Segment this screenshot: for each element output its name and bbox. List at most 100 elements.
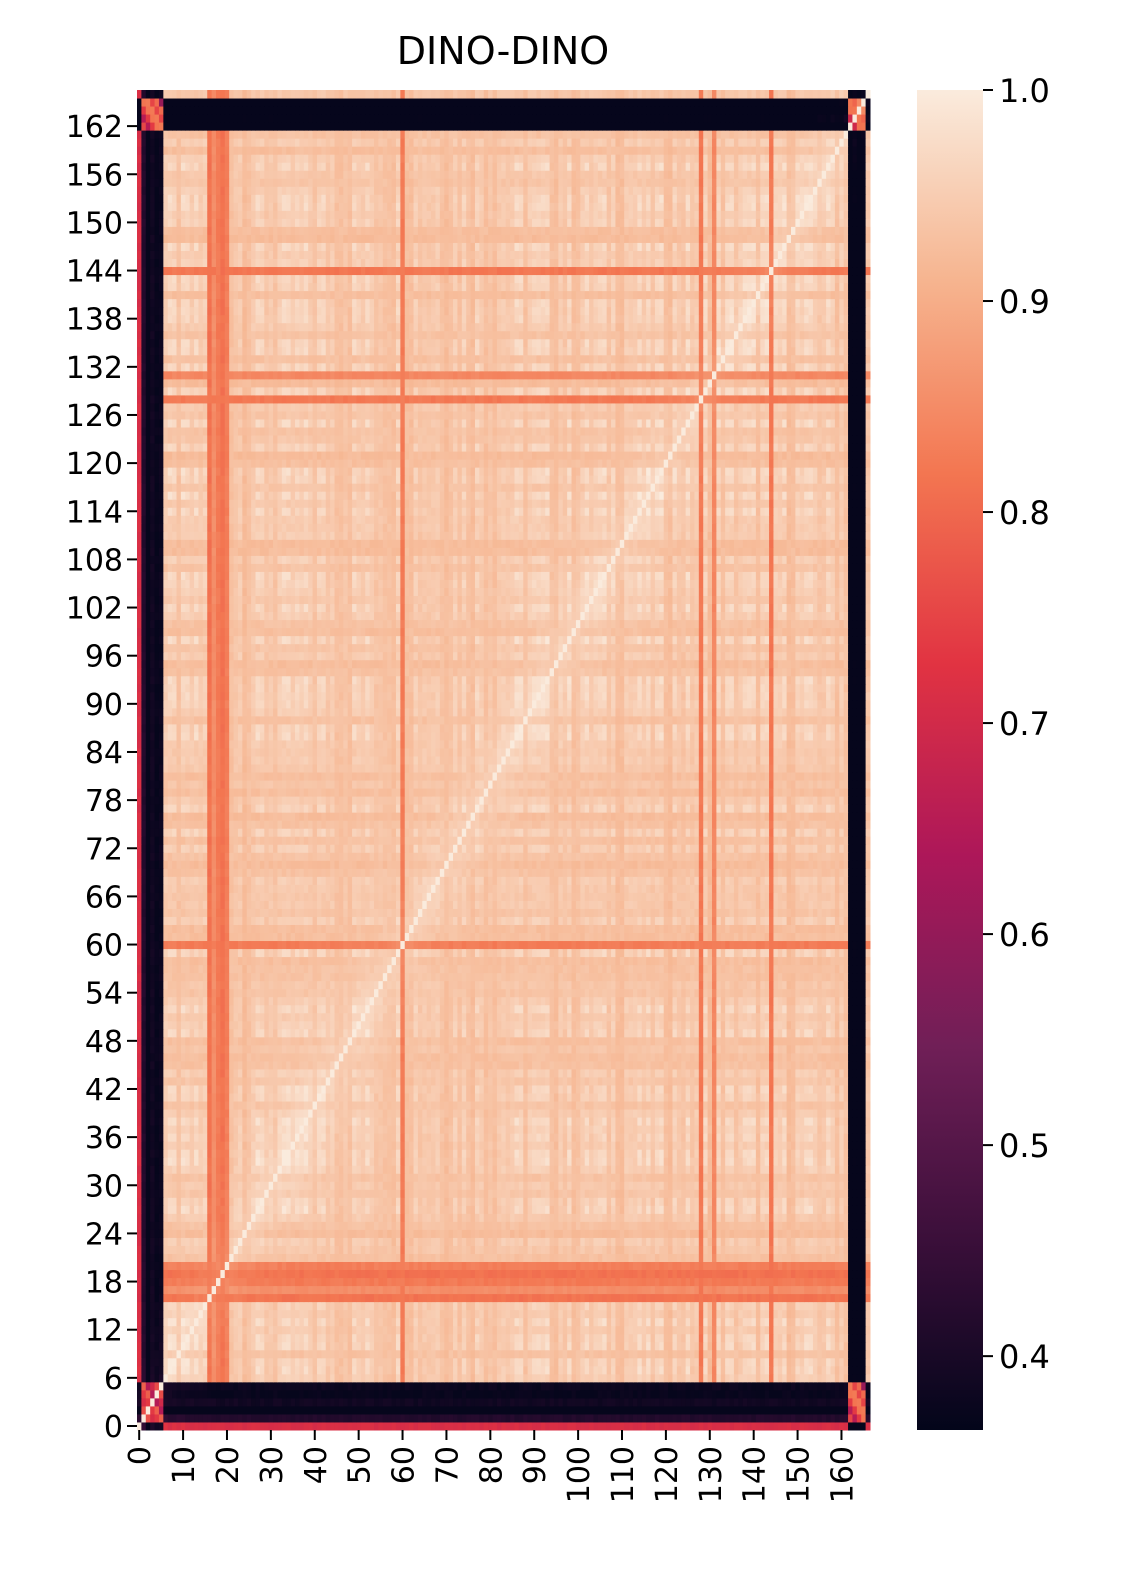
- heatmap-cell: [843, 1285, 849, 1295]
- heatmap-cell: [137, 1341, 142, 1351]
- heatmap-cell: [409, 1373, 415, 1383]
- heatmap-cell: [624, 1357, 630, 1367]
- heatmap-cell: [532, 1349, 537, 1359]
- heatmap-cell: [277, 1333, 283, 1343]
- heatmap-cell: [312, 1413, 318, 1423]
- heatmap-cell: [843, 1269, 849, 1279]
- heatmap-cell: [707, 1277, 713, 1287]
- heatmap-cell: [518, 1261, 524, 1271]
- heatmap-cell: [549, 1325, 555, 1335]
- heatmap-cell: [672, 1325, 678, 1335]
- heatmap-cell: [632, 1397, 638, 1407]
- heatmap-cell: [720, 1357, 726, 1367]
- heatmap-cell: [773, 1413, 779, 1423]
- heatmap-cell: [286, 1405, 292, 1415]
- heatmap-cell: [843, 1245, 849, 1254]
- heatmap-cell: [514, 1421, 520, 1431]
- heatmap-cell: [742, 1357, 748, 1367]
- heatmap-cell: [251, 1221, 257, 1230]
- heatmap-cell: [514, 1269, 520, 1279]
- heatmap-cell: [571, 1309, 577, 1319]
- heatmap-cell: [343, 1373, 349, 1383]
- heatmap-cell: [189, 1421, 195, 1431]
- heatmap-cell: [242, 1205, 248, 1214]
- heatmap-cell: [435, 1309, 441, 1319]
- heatmap-cell: [457, 1189, 463, 1198]
- heatmap-cell: [277, 1373, 283, 1383]
- heatmap-cell: [286, 1389, 292, 1399]
- heatmap-cell: [597, 1229, 603, 1238]
- heatmap-cell: [237, 1277, 243, 1287]
- heatmap-cell: [198, 1253, 204, 1262]
- heatmap-cell: [782, 1357, 788, 1367]
- heatmap-cell: [716, 1301, 722, 1311]
- heatmap-cell: [207, 1221, 213, 1230]
- heatmap-cell: [597, 1413, 603, 1423]
- heatmap-cell: [650, 1357, 656, 1367]
- heatmap-cell: [194, 1205, 199, 1214]
- heatmap-cell: [536, 1261, 542, 1271]
- heatmap-cell: [474, 1301, 480, 1311]
- heatmap-cell: [536, 1413, 542, 1423]
- heatmap-cell: [220, 1405, 226, 1415]
- heatmap-cell: [619, 1293, 625, 1303]
- heatmap-cell: [624, 1237, 630, 1246]
- heatmap-cell: [501, 1293, 507, 1303]
- heatmap-cell: [501, 1405, 507, 1415]
- heatmap-cell: [672, 1333, 678, 1343]
- heatmap-cell: [431, 1189, 436, 1198]
- heatmap-cell: [431, 1325, 436, 1335]
- heatmap-cell: [426, 1325, 432, 1335]
- heatmap-cell: [720, 1237, 726, 1246]
- heatmap-cell: [738, 1213, 744, 1222]
- heatmap-cell: [505, 1197, 511, 1206]
- heatmap-cell: [369, 1285, 375, 1295]
- heatmap-cell: [597, 1341, 603, 1351]
- heatmap-cell: [817, 1349, 823, 1359]
- heatmap-cell: [321, 1269, 327, 1279]
- heatmap-cell: [786, 1365, 792, 1375]
- heatmap-cell: [470, 1229, 476, 1238]
- heatmap-cell: [782, 1309, 788, 1319]
- heatmap-cell: [488, 1245, 494, 1254]
- heatmap-cell: [804, 1253, 810, 1262]
- heatmap-cell: [488, 1197, 494, 1206]
- heatmap-cell: [308, 1285, 314, 1295]
- heatmap-cell: [782, 1317, 788, 1327]
- heatmap-cell: [378, 1245, 384, 1254]
- heatmap-cell: [760, 1189, 766, 1198]
- heatmap-cell: [224, 1293, 230, 1303]
- heatmap-cell: [448, 1333, 454, 1343]
- heatmap-cell: [290, 1365, 296, 1375]
- heatmap-cell: [817, 1365, 823, 1375]
- heatmap-cell: [843, 1213, 849, 1222]
- heatmap-cell: [624, 1285, 630, 1295]
- heatmap-cell: [799, 1285, 805, 1295]
- heatmap-cell: [150, 1229, 156, 1238]
- heatmap-cell: [773, 1253, 779, 1262]
- heatmap-cell: [466, 1389, 472, 1399]
- heatmap-cell: [729, 1197, 735, 1206]
- heatmap-cell: [369, 1341, 375, 1351]
- heatmap-cell: [553, 1293, 559, 1303]
- heatmap-cell: [628, 1213, 634, 1222]
- heatmap-cell: [597, 1213, 603, 1222]
- heatmap-cell: [769, 1213, 774, 1222]
- heatmap-cell: [347, 1405, 353, 1415]
- heatmap-cell: [812, 1325, 818, 1335]
- heatmap-cell: [496, 1277, 502, 1287]
- heatmap-cell: [229, 1421, 235, 1431]
- heatmap-cell: [172, 1405, 177, 1415]
- heatmap-cell: [347, 1213, 353, 1222]
- heatmap-cell: [716, 1189, 722, 1198]
- heatmap-cell: [571, 1365, 577, 1375]
- heatmap-cell: [457, 1221, 463, 1230]
- heatmap-cell: [790, 1221, 796, 1230]
- heatmap-cell: [773, 1317, 779, 1327]
- heatmap-cell: [839, 1349, 845, 1359]
- heatmap-cell: [698, 1421, 704, 1431]
- heatmap-cell: [233, 1285, 239, 1295]
- heatmap-cell: [264, 1309, 270, 1319]
- heatmap-cell: [488, 1349, 494, 1359]
- heatmap-cell: [861, 1197, 867, 1206]
